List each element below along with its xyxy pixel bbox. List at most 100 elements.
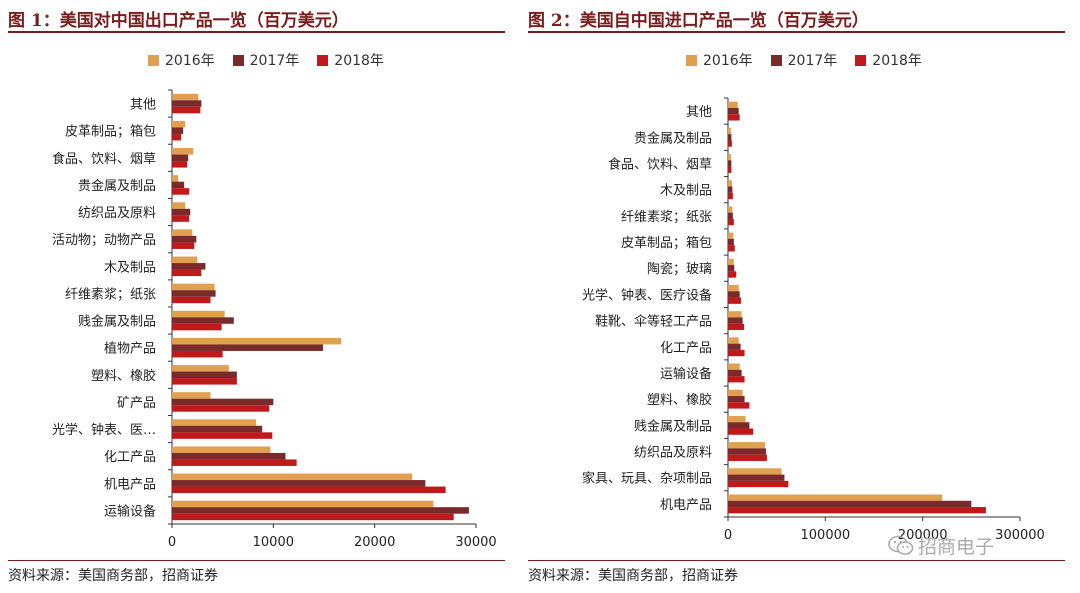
bar-2018年 xyxy=(728,218,734,226)
chart-1-source: 资料来源：美国商务部，招商证券 xyxy=(8,568,218,584)
legend-item-2017: 2017年 xyxy=(232,50,299,70)
bar-2017年 xyxy=(728,160,732,167)
category-label: 化工产品 xyxy=(660,341,712,356)
bar-2017年 xyxy=(172,425,263,433)
x-tick-label: 0 xyxy=(168,535,176,550)
category-label: 贵金属及制品 xyxy=(78,178,156,194)
bar-2017年 xyxy=(728,212,733,219)
bar-2016年 xyxy=(172,256,198,264)
chart-1-title: 图 1：美国对中国出口产品一览（百万美元） xyxy=(8,11,349,31)
category-label: 贵金属及制品 xyxy=(634,130,712,146)
legend-item-2018: 2018年 xyxy=(317,50,384,70)
bar-2016年 xyxy=(172,500,434,508)
bar-2016年 xyxy=(728,232,734,239)
bar-2016年 xyxy=(172,148,194,155)
bar-2017年 xyxy=(728,396,745,403)
x-tick-label: 100000 xyxy=(801,528,851,543)
bar-2018年 xyxy=(172,215,190,222)
bar-2018年 xyxy=(728,192,733,200)
category-label: 皮革制品；箱包 xyxy=(621,235,712,251)
chart-2-legend: 2016年 2017年 2018年 xyxy=(686,50,922,70)
legend-item-2016: 2016年 xyxy=(148,50,215,70)
bar-2018年 xyxy=(728,271,737,278)
bar-2016年 xyxy=(728,442,765,449)
chart-panel-2: 图 2：美国自中国进口产品一览（百万美元） 2016年 2017年 2018年 … xyxy=(528,0,1065,593)
legend-swatch-2018 xyxy=(855,54,867,66)
bar-2016年 xyxy=(728,101,738,108)
category-label: 陶瓷；玻璃 xyxy=(647,261,712,277)
x-tick-label: 0 xyxy=(724,528,732,543)
bar-2017年 xyxy=(172,371,237,379)
category-label: 光学、钟表、医疗设备 xyxy=(582,287,712,303)
bar-2017年 xyxy=(172,263,206,270)
category-label: 贱金属及制品 xyxy=(634,418,712,434)
bar-2017年 xyxy=(728,265,735,272)
bar-2018年 xyxy=(728,245,735,252)
bar-2016年 xyxy=(172,446,271,453)
category-label: 塑料、橡胶 xyxy=(647,392,712,408)
bar-2017年 xyxy=(728,238,734,246)
bar-2018年 xyxy=(172,106,201,114)
category-label: 运输设备 xyxy=(660,366,712,382)
bar-2016年 xyxy=(728,389,743,397)
bar-2018年 xyxy=(728,454,767,461)
category-label: 木及制品 xyxy=(104,260,156,275)
category-label: 纺织品及原料 xyxy=(78,206,156,221)
bar-2018年 xyxy=(728,297,742,304)
category-label: 矿产品 xyxy=(117,396,156,411)
bar-2018年 xyxy=(172,350,223,358)
watermark-text: 招商电子 xyxy=(918,536,995,558)
legend-item-2017: 2017年 xyxy=(770,50,837,70)
bar-2017年 xyxy=(728,186,733,193)
category-label: 光学、钟表、医… xyxy=(52,422,156,438)
bar-2016年 xyxy=(728,494,943,501)
bar-2018年 xyxy=(172,378,237,385)
bar-2018年 xyxy=(172,513,454,521)
chart-2-source: 资料来源：美国商务部，招商证券 xyxy=(528,568,738,584)
bar-2016年 xyxy=(172,175,179,182)
bar-2017年 xyxy=(172,452,286,460)
category-label: 机电产品 xyxy=(104,477,156,492)
bar-2016年 xyxy=(172,419,257,426)
category-label: 其他 xyxy=(686,105,712,120)
legend-swatch-2016 xyxy=(148,54,159,66)
bar-2016年 xyxy=(728,415,746,423)
legend-item-2018: 2018年 xyxy=(855,50,922,70)
bar-2016年 xyxy=(172,392,211,399)
bar-2017年 xyxy=(172,507,469,514)
bar-2018年 xyxy=(172,459,297,466)
x-tick-label: 300000 xyxy=(995,528,1045,543)
chart-panel-1: 图 1：美国对中国出口产品一览（百万美元） 2016年 2017年 2018年 … xyxy=(8,0,505,593)
bar-2017年 xyxy=(728,448,766,455)
bar-2016年 xyxy=(172,283,215,291)
legend-swatch-2018 xyxy=(317,54,329,66)
chart-1-legend: 2016年 2017年 2018年 xyxy=(148,50,384,70)
bar-2016年 xyxy=(172,337,342,345)
chart-2-title-rule xyxy=(528,31,1065,33)
bar-2016年 xyxy=(172,202,186,209)
bar-2018年 xyxy=(172,269,202,277)
bar-2018年 xyxy=(172,133,182,141)
bar-2016年 xyxy=(172,120,186,128)
bar-2018年 xyxy=(172,188,190,195)
bar-2018年 xyxy=(172,296,211,304)
bar-2017年 xyxy=(172,480,426,487)
bar-2016年 xyxy=(728,284,739,292)
legend-swatch-2017 xyxy=(770,54,782,66)
legend-swatch-2016 xyxy=(686,54,697,66)
category-label: 植物产品 xyxy=(104,342,156,357)
bar-2018年 xyxy=(172,432,273,439)
bar-2017年 xyxy=(172,290,216,297)
chart-2-title: 图 2：美国自中国进口产品一览（百万美元） xyxy=(528,11,869,31)
category-label: 贱金属及制品 xyxy=(78,314,156,330)
category-label: 活动物；动物产品 xyxy=(52,233,156,248)
legend-swatch-2017 xyxy=(232,54,244,66)
watermark: 招商电子 xyxy=(888,532,994,559)
legend-item-2016: 2016年 xyxy=(686,50,753,70)
bar-2017年 xyxy=(172,208,191,216)
bar-2017年 xyxy=(728,474,785,481)
bar-2016年 xyxy=(172,365,229,372)
category-label: 其他 xyxy=(130,98,156,113)
legend-label-2016: 2016年 xyxy=(165,53,215,69)
bar-2017年 xyxy=(728,134,732,141)
